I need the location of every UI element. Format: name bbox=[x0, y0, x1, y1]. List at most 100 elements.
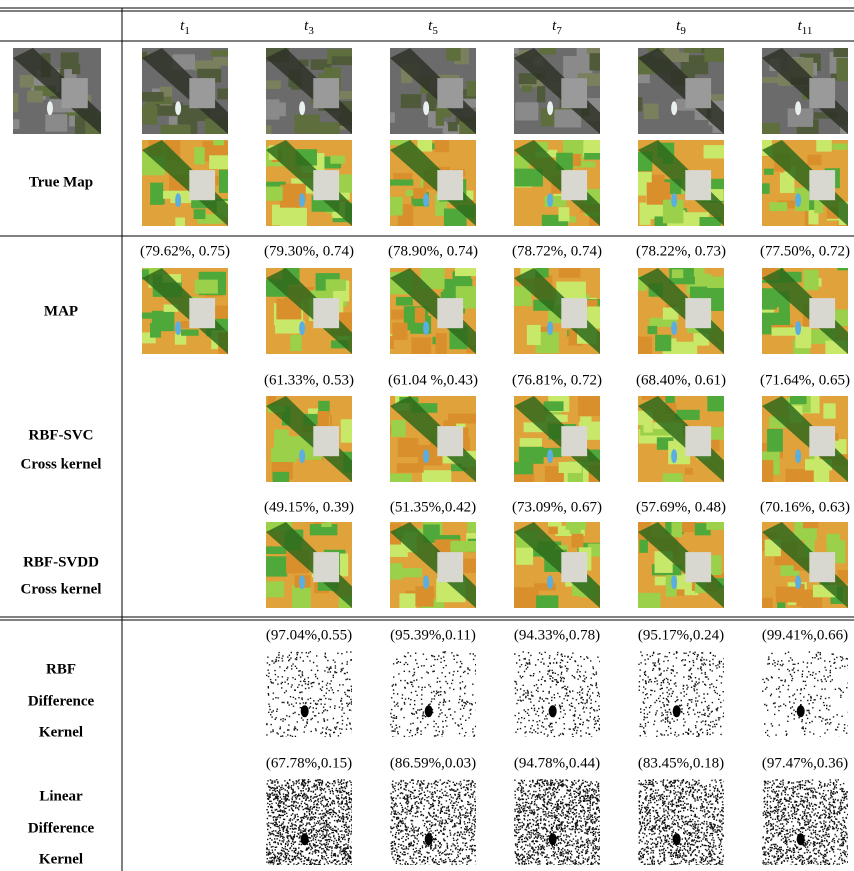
image-content bbox=[266, 263, 365, 354]
change-blob bbox=[797, 833, 805, 845]
score-text: (57.69%, 0.48) bbox=[636, 499, 726, 515]
image-patch bbox=[648, 326, 658, 334]
image-lake bbox=[671, 193, 677, 207]
thumbnail-image bbox=[384, 47, 485, 142]
row-label: True Map bbox=[29, 174, 93, 190]
image-patch bbox=[704, 145, 733, 158]
image-patch bbox=[319, 122, 339, 139]
image-patch bbox=[393, 173, 412, 179]
image-content bbox=[638, 779, 725, 866]
image-patch bbox=[638, 337, 652, 359]
thumbnail-image bbox=[638, 651, 725, 738]
image-urban bbox=[685, 78, 711, 108]
image-patch bbox=[587, 45, 600, 54]
image-patch bbox=[515, 102, 538, 120]
image-patch bbox=[261, 556, 287, 576]
image-patch bbox=[341, 419, 369, 442]
score-text: (68.40%, 0.61) bbox=[636, 372, 726, 388]
image-urban bbox=[561, 426, 587, 456]
image-content bbox=[266, 779, 353, 866]
image-patch bbox=[837, 263, 854, 271]
image-patch bbox=[400, 568, 422, 577]
thumbnail-image bbox=[508, 516, 612, 613]
image-patch bbox=[150, 183, 163, 205]
image-content bbox=[134, 132, 239, 231]
image-patch bbox=[211, 50, 230, 56]
image-lake bbox=[795, 101, 801, 115]
thumbnail-image bbox=[762, 779, 849, 866]
thumbnail-image bbox=[384, 516, 493, 616]
change-blob bbox=[797, 705, 805, 717]
thumbnail-image bbox=[390, 779, 477, 866]
image-patch bbox=[767, 429, 783, 452]
image-content bbox=[384, 516, 493, 616]
image-urban bbox=[809, 426, 835, 456]
change-blob bbox=[301, 705, 309, 717]
image-patch bbox=[435, 132, 450, 152]
image-lake bbox=[795, 321, 801, 335]
score-text: (49.15%, 0.39) bbox=[264, 499, 354, 515]
score-text: (97.47%,0.36) bbox=[762, 755, 848, 771]
image-patch bbox=[760, 598, 773, 619]
image-urban bbox=[561, 170, 587, 200]
score-text: (79.30%, 0.74) bbox=[264, 243, 354, 259]
image-patch bbox=[290, 335, 301, 351]
image-patch bbox=[790, 389, 807, 404]
image-content bbox=[509, 260, 617, 354]
image-content bbox=[762, 779, 849, 866]
image-patch bbox=[396, 297, 413, 306]
image-urban bbox=[561, 298, 587, 328]
image-lake bbox=[175, 193, 181, 207]
score-text: (83.45%,0.18) bbox=[638, 755, 724, 771]
image-patch bbox=[785, 469, 813, 490]
thumbnail-image bbox=[632, 40, 738, 134]
row-label: Difference bbox=[28, 820, 95, 836]
row-label: RBF-SVDD bbox=[23, 554, 99, 570]
image-urban bbox=[189, 298, 215, 328]
thumbnail-image bbox=[134, 132, 239, 231]
image-patch bbox=[764, 169, 774, 175]
image-patch bbox=[769, 202, 787, 211]
row-label: Linear bbox=[39, 788, 83, 804]
column-subscript: 7 bbox=[556, 25, 562, 37]
image-patch bbox=[684, 43, 701, 53]
image-urban bbox=[313, 78, 339, 108]
image-patch bbox=[195, 280, 218, 294]
image-urban bbox=[437, 426, 463, 456]
image-content bbox=[383, 263, 492, 357]
thumbnail-image bbox=[5, 48, 114, 138]
image-patch bbox=[261, 80, 281, 89]
image-content bbox=[509, 41, 609, 134]
image-urban bbox=[809, 78, 835, 108]
score-text: (97.04%,0.55) bbox=[266, 627, 352, 643]
image-patch bbox=[326, 279, 346, 291]
image-lake bbox=[547, 321, 553, 335]
image-lake bbox=[423, 101, 429, 115]
row-label: RBF bbox=[46, 661, 76, 677]
image-urban bbox=[313, 426, 339, 456]
image-patch bbox=[808, 155, 822, 165]
image-content bbox=[760, 515, 854, 619]
row-label: Difference bbox=[28, 693, 95, 709]
image-patch bbox=[446, 213, 459, 236]
thumbnail-image bbox=[509, 41, 609, 134]
score-text: (61.33%, 0.53) bbox=[264, 372, 354, 388]
thumbnail-image bbox=[509, 135, 615, 238]
image-content bbox=[261, 515, 368, 617]
image-urban bbox=[189, 170, 215, 200]
thumbnail-image bbox=[383, 263, 492, 357]
image-patch bbox=[213, 132, 224, 145]
image-patch bbox=[161, 125, 191, 142]
score-text: (94.78%,0.44) bbox=[514, 755, 600, 771]
image-patch bbox=[803, 515, 818, 528]
image-patch bbox=[776, 587, 800, 603]
image-patch bbox=[415, 307, 425, 322]
image-patch bbox=[756, 288, 777, 309]
image-urban bbox=[61, 78, 87, 108]
image-lake bbox=[671, 101, 677, 115]
thumbnail-image bbox=[633, 140, 733, 234]
image-content bbox=[638, 651, 725, 738]
image-patch bbox=[694, 265, 702, 277]
image-patch bbox=[539, 41, 556, 55]
image-patch bbox=[385, 179, 413, 185]
